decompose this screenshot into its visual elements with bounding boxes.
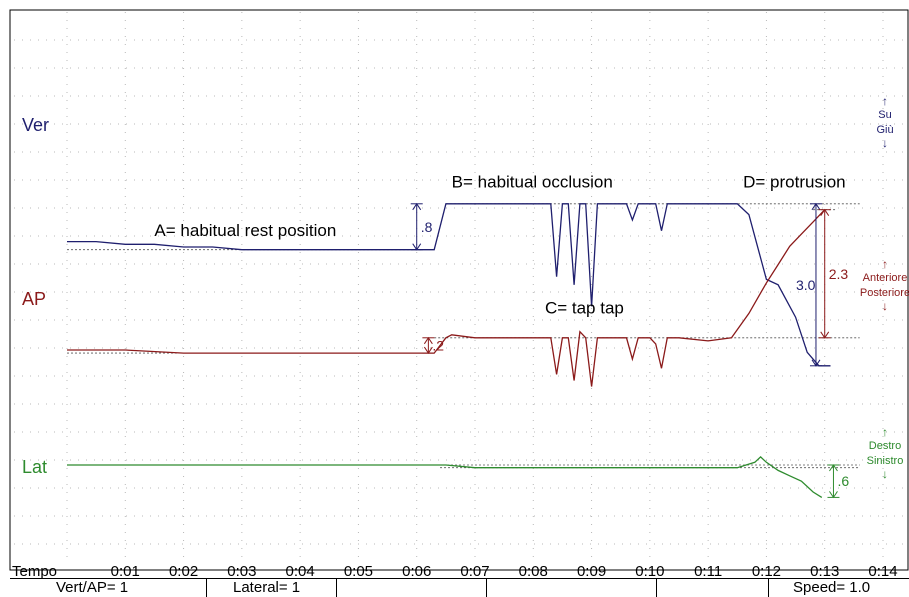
measure-label: 3.0 [796,277,816,293]
series-line-lat [67,456,823,498]
measure-label: .8 [421,219,433,235]
direction-down-arrow: ↓ [882,136,888,150]
direction-label-negative: Posteriore [860,287,909,299]
x-tick-label: 0:13 [810,563,839,578]
speed-value: Speed= 1.0 [768,579,909,597]
status-cell-empty-1 [336,579,486,597]
measure-label: .6 [837,473,849,489]
x-tick-label: 0:01 [111,563,140,578]
measure-arrow-top [412,202,422,211]
channel-label: Ver [22,115,49,135]
annotation-label: B= habitual occlusion [452,173,613,192]
direction-up-arrow: ↑ [882,425,888,439]
direction-down-arrow: ↓ [882,299,888,313]
channel-label: AP [22,289,46,309]
x-tick-label: 0:02 [169,563,198,578]
direction-label-negative: Sinistro [867,455,904,467]
vert-ap-scale: Vert/AP= 1 [56,579,129,596]
measure-arrow-bottom [811,359,821,367]
measure-arrow-top [811,202,821,211]
x-axis-ticks: 0:01 0:02 0:03 0:04 0:05 0:06 0:07 0:08 0:09 0:10… [111,563,898,578]
trace-chart: .8.23.02.3.6 Ver↑SuGiù↓AP↑AnteriorePoste… [9,9,909,578]
series-line-ver [67,203,831,367]
measure-arrow-bottom [820,331,830,339]
annotation-label: D= protrusion [743,173,846,192]
measure-arrow-bottom [829,491,838,499]
annotation-label: A= habitual rest position [154,221,336,240]
measure-arrow-top [820,208,830,216]
x-axis-label: Tempo [12,563,57,578]
direction-label-positive: Su [878,109,891,121]
channel-label: Lat [22,457,47,477]
direction-label-positive: Anteriore [863,272,908,284]
measure-label: .2 [432,337,444,353]
x-tick-label: 0:08 [519,563,548,578]
plot-frame [9,9,909,571]
measures: .8 .2 3.0 2.3 .6 [410,202,849,499]
status-cell-empty-2 [486,579,656,597]
x-tick-label: 0:10 [635,563,664,578]
measure-arrow-top [423,336,433,345]
x-tick-label: 0:09 [577,563,606,578]
grid [14,12,905,560]
status-cell-empty-3 [656,579,768,597]
direction-down-arrow: ↓ [882,467,888,481]
x-tick-label: 0:04 [286,563,315,578]
status-bar: Vert/AP= 1 Lateral= 1 Speed= 1.0 [10,578,909,597]
annotation-label: C= tap tap [545,298,624,317]
lateral-scale: Lateral= 1 [206,579,336,597]
direction-up-arrow: ↑ [882,257,888,271]
measure-arrow-bottom [423,346,433,354]
x-tick-label: 0:05 [344,563,373,578]
labels: Ver↑SuGiù↓AP↑AnteriorePosteriore↓Lat↑Des… [22,94,909,481]
measure-arrow-bottom [412,243,422,251]
direction-up-arrow: ↑ [882,94,888,108]
x-tick-label: 0:06 [402,563,431,578]
direction-label-negative: Giù [876,124,893,136]
x-tick-label: 0:07 [460,563,489,578]
x-tick-label: 0:11 [694,563,722,578]
x-tick-label: 0:14 [868,563,897,578]
x-tick-label: 0:12 [752,563,781,578]
x-tick-label: 0:03 [227,563,256,578]
measure-label: 2.3 [829,266,849,282]
direction-label-positive: Destro [869,440,901,452]
measure-arrow-top [829,464,838,472]
